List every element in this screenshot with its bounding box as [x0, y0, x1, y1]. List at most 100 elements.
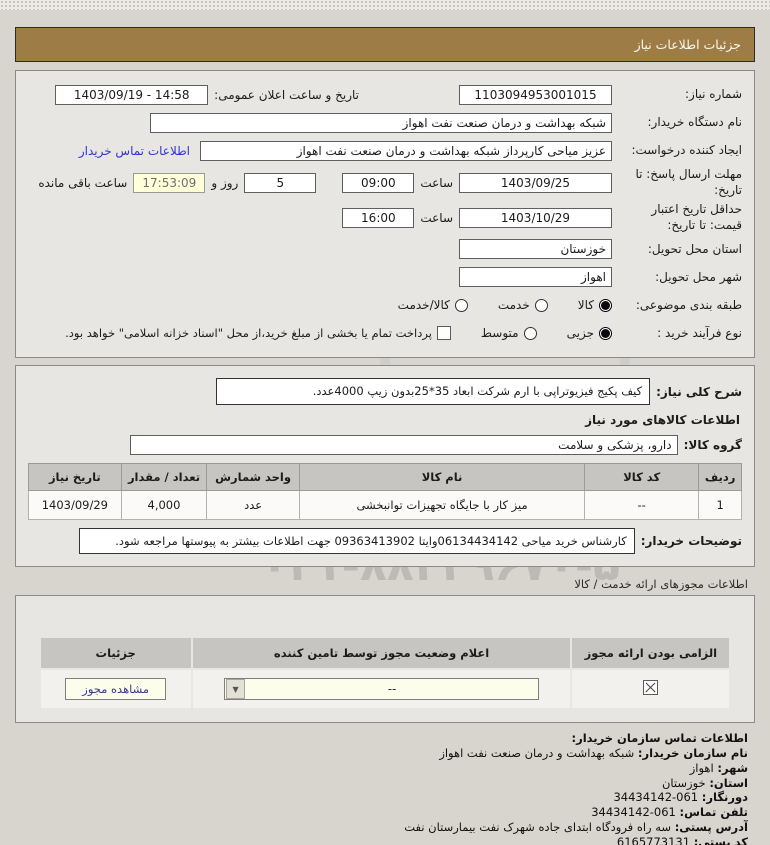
row-delivery-province: استان محل تحویل: خوزستان — [28, 237, 742, 261]
cell-name: میز کار با جایگاه تجهیزات توانبخشی — [298, 489, 586, 520]
treasury-checkbox-icon[interactable] — [436, 326, 451, 341]
page-title: جزئیات اطلاعات نیاز — [15, 27, 755, 62]
permits-panel: الزامی بودن ارائه مجوز اعلام وضعیت مجوز … — [15, 595, 755, 724]
city-field[interactable]: اهواز — [459, 267, 612, 288]
treasury-payment-option[interactable]: پرداخت تمام یا بخشی از مبلغ خرید،از محل … — [65, 326, 451, 341]
validity-time-field[interactable]: 16:00 — [342, 207, 415, 228]
validity-date-field[interactable]: 1403/10/29 — [459, 207, 612, 228]
need-desc-box: کیف پکیج فیزیوتراپی با ارم شرکت ابعاد 35… — [216, 378, 651, 405]
radio-goods-service-icon[interactable] — [454, 298, 468, 312]
row-purchase-process: نوع فرآیند خرید : جزیی متوسط پرداخت تمام… — [28, 321, 742, 345]
radio-medium-icon[interactable] — [523, 326, 537, 340]
need-number-label: شماره نیاز: — [685, 87, 742, 102]
row-buyer-notes: توضیحات خریدار: کارشناس خرید میاحی 06134… — [28, 527, 742, 555]
validity-label: حداقل تاریخ اعتبار قیمت: تا تاریخ: — [651, 202, 742, 232]
goods-info-title: اطلاعات کالاهای مورد نیاز — [585, 412, 740, 427]
row-response-deadline: مهلت ارسال پاسخ: تا تاریخ: 1403/09/25 سا… — [28, 167, 742, 198]
goods-table-row: 1 -- میز کار با جایگاه تجهیزات توانبخشی … — [28, 489, 742, 520]
deadline-hour-label: ساعت — [420, 175, 453, 190]
cell-permit-details: مشاهده مجوز — [38, 668, 193, 711]
col-date: تاریخ نیاز — [28, 462, 122, 491]
need-desc-label: شرح کلی نیاز: — [656, 384, 742, 399]
cell-qty: 4,000 — [120, 489, 208, 520]
radio-partial-checked-icon[interactable] — [599, 326, 612, 340]
row-delivery-city: شهر محل تحویل: اهواز — [28, 265, 742, 289]
buyer-notes-label: توضیحات خریدار: — [640, 533, 742, 548]
row-goods-group: گروه کالا: دارو، پزشکی و سلامت — [28, 433, 742, 457]
permits-data-row: -- ▼ مشاهده مجوز — [38, 668, 732, 711]
view-permit-button[interactable]: مشاهده مجوز — [65, 678, 167, 701]
contact-postal: کد پستی: 6165773131 — [616, 834, 748, 845]
process-option-partial[interactable]: جزیی — [567, 326, 612, 340]
deadline-time-field[interactable]: 09:00 — [342, 172, 415, 193]
goods-service-option-label: کالا/خدمت — [397, 298, 450, 313]
goods-option-label: کالا — [577, 298, 594, 313]
goods-group-field[interactable]: دارو، پزشکی و سلامت — [129, 434, 678, 455]
creator-label: ایجاد کننده درخواست: — [631, 143, 742, 158]
col-code: کد کالا — [584, 462, 700, 491]
province-label: استان محل تحویل: — [647, 241, 742, 256]
permits-table: الزامی بودن ارائه مجوز اعلام وضعیت مجوز … — [38, 636, 732, 711]
need-number-field[interactable]: 1103094953001015 — [459, 85, 612, 105]
cell-permit-status: -- ▼ — [190, 668, 573, 711]
contact-fax: دورنگار: 34434142-061 — [613, 790, 748, 805]
goods-group-label: گروه کالا: — [683, 437, 742, 452]
treasury-note-label: پرداخت تمام یا بخشی از مبلغ خرید،از محل … — [65, 326, 432, 341]
classification-option-goods-service[interactable]: کالا/خدمت — [398, 298, 468, 312]
buyer-org-field[interactable]: شبکه بهداشت و درمان صنعت نفت اهواز — [150, 113, 612, 133]
permits-section-title: اطلاعات مجوزهای ارائه خدمت / کالا — [574, 577, 748, 592]
buyer-contact-link[interactable]: اطلاعات تماس خریدار — [78, 144, 190, 158]
buyer-notes-box: کارشناس خرید میاحی 06134434142وایتا 0936… — [78, 527, 635, 555]
announce-datetime-field[interactable]: 1403/09/19 - 14:58 — [55, 85, 209, 105]
cell-date: 1403/09/29 — [28, 489, 122, 520]
classification-label: طبقه بندی موضوعی: — [635, 297, 742, 312]
days-and-label: روز و — [211, 175, 239, 190]
row-request-creator: ایجاد کننده درخواست: عزیز میاحی کارپرداز… — [28, 139, 742, 163]
goods-table-header-row: ردیف کد کالا نام کالا واحد شمارش تعداد /… — [28, 462, 742, 491]
row-price-validity: حداقل تاریخ اعتبار قیمت: تا تاریخ: 1403/… — [28, 202, 742, 233]
cell-code: -- — [584, 489, 700, 520]
cell-permit-required — [570, 668, 732, 711]
deadline-label: مهلت ارسال پاسخ: تا تاریخ: — [635, 167, 742, 197]
row-need-number: شماره نیاز: 1103094953001015 تاریخ و ساع… — [28, 83, 742, 107]
contact-province: استان: خوزستان — [661, 775, 748, 790]
radio-service-icon[interactable] — [534, 298, 548, 312]
city-label: شهر محل تحویل: — [655, 269, 742, 284]
col-permit-status: اعلام وضعیت مجوز توسط تامین کننده — [190, 636, 573, 671]
col-permit-details: جزئیات — [38, 636, 193, 671]
permit-required-checkbox-icon[interactable] — [643, 680, 659, 696]
contact-city: شهر: اهواز — [689, 760, 748, 775]
process-option-medium[interactable]: متوسط — [481, 326, 537, 340]
goods-table: ردیف کد کالا نام کالا واحد شمارش تعداد /… — [28, 462, 742, 520]
row-buyer-org: نام دستگاه خریدار: شبکه بهداشت و درمان ص… — [28, 111, 742, 135]
validity-hour-label: ساعت — [420, 210, 453, 225]
creator-field[interactable]: عزیز میاحی کارپرداز شبکه بهداشت و درمان … — [200, 141, 612, 161]
chevron-down-icon[interactable]: ▼ — [226, 679, 246, 700]
need-info-panel: شماره نیاز: 1103094953001015 تاریخ و ساع… — [15, 70, 755, 359]
row-subject-classification: طبقه بندی موضوعی: کالا خدمت کالا/خدمت — [28, 293, 742, 317]
remaining-label: ساعت باقی مانده — [38, 175, 128, 190]
contact-phone: تلفن تماس: 34434142-061 — [591, 805, 748, 820]
page-top-texture — [0, 0, 770, 10]
col-index: ردیف — [698, 462, 742, 491]
contact-org: نام سازمان خریدار: شبکه بهداشت و درمان ص… — [439, 745, 748, 760]
radio-goods-checked-icon[interactable] — [599, 298, 612, 312]
province-field[interactable]: خوزستان — [459, 239, 612, 260]
col-qty: تعداد / مقدار — [120, 462, 208, 491]
row-need-description: شرح کلی نیاز: کیف پکیج فیزیوتراپی با ارم… — [28, 378, 742, 405]
medium-option-label: متوسط — [480, 326, 519, 341]
buyer-org-label: نام دستگاه خریدار: — [647, 115, 743, 130]
cell-index: 1 — [698, 489, 742, 520]
permit-status-value: -- — [387, 682, 397, 697]
col-name: نام کالا — [298, 462, 586, 491]
days-remaining-field[interactable]: 5 — [244, 172, 317, 193]
classification-option-goods[interactable]: کالا — [578, 298, 612, 312]
col-permit-required: الزامی بودن ارائه مجوز — [570, 636, 732, 671]
deadline-date-field[interactable]: 1403/09/25 — [459, 172, 612, 193]
process-label: نوع فرآیند خرید : — [657, 325, 742, 340]
col-unit: واحد شمارش — [206, 462, 300, 491]
contact-info: اطلاعات تماس سازمان خریدار: نام سازمان خ… — [22, 731, 748, 845]
permits-header-row: الزامی بودن ارائه مجوز اعلام وضعیت مجوز … — [38, 636, 732, 671]
permit-status-select[interactable]: -- ▼ — [224, 678, 540, 701]
classification-option-service[interactable]: خدمت — [498, 298, 548, 312]
